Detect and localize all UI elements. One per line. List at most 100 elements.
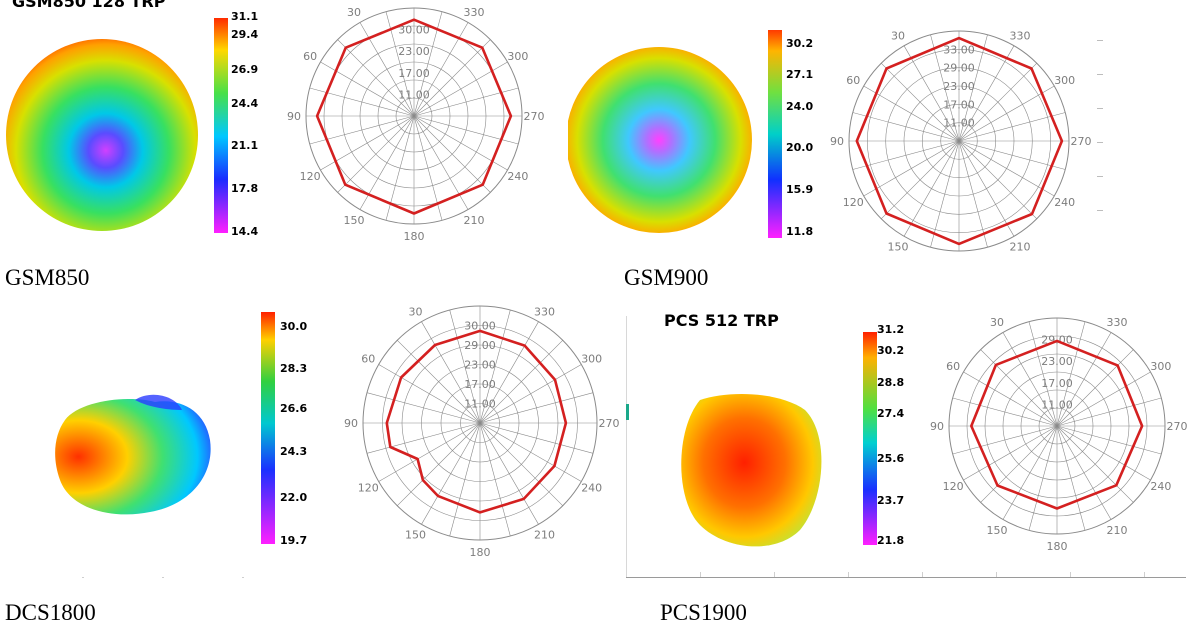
- polar-radial-label: 17.00: [943, 98, 975, 111]
- colorbar-tick: 11.8: [786, 225, 814, 238]
- polar-angle-label: 30: [347, 6, 361, 19]
- polar-angle-label: 60: [303, 50, 317, 63]
- polar-grid-spoke: [1056, 397, 1162, 427]
- polar-grid-spoke: [449, 422, 481, 537]
- polar-grid-spoke: [449, 309, 481, 424]
- polar-angle-label: 90: [287, 110, 301, 123]
- polar-grid-spoke: [479, 340, 563, 424]
- polar-angle-label: 240: [1054, 196, 1075, 209]
- polar-grid-spoke: [863, 85, 960, 142]
- polar-grid-spoke: [479, 422, 594, 454]
- polar-grid-spoke: [980, 349, 1058, 427]
- polar-grid-spoke: [958, 85, 1055, 142]
- polar-series-line: [315, 18, 513, 215]
- colorbar-pcs1900: [863, 332, 877, 545]
- polar-grid-spoke: [413, 115, 508, 171]
- polar-radial-label: 23.00: [464, 359, 496, 372]
- polar-angle-label: 120: [358, 482, 379, 495]
- heatmap-dcs1800: [55, 394, 211, 515]
- polar-angle-label: 60: [846, 74, 860, 87]
- colorbar-tick: 30.2: [877, 344, 905, 357]
- polar-angle-label: 150: [405, 529, 426, 542]
- colorbar-tick: 20.0: [786, 141, 814, 154]
- polar-grid-spoke: [320, 115, 415, 171]
- polar-grid-spoke: [958, 112, 1066, 142]
- polar-series-line: [385, 329, 568, 514]
- polar-grid-spoke: [903, 140, 960, 237]
- colorbar-tick: 31.1: [231, 10, 259, 23]
- polar-grid-spoke: [1002, 425, 1058, 520]
- caption-gsm850: GSM850: [5, 265, 90, 290]
- polar-radial-label: 17.00: [1041, 377, 1073, 390]
- polar-angle-label: 300: [581, 353, 602, 366]
- axis-tick: [1097, 210, 1103, 211]
- colorbar-gsm900: [768, 30, 782, 238]
- axis-tick: [1097, 142, 1103, 143]
- polar-grid-spoke: [958, 140, 1055, 197]
- polar-angle-label: 30: [990, 316, 1004, 329]
- polar-angle-label: 150: [987, 524, 1008, 537]
- polar-grid-spoke: [1056, 371, 1151, 427]
- polar-angle-label: 240: [581, 482, 602, 495]
- polar-angle-label: 150: [344, 214, 365, 227]
- polar-angle-label: 30: [891, 29, 905, 42]
- polar-angle-label: 60: [361, 353, 375, 366]
- colorbar-tick: 14.4: [231, 225, 259, 238]
- polar-angle-label: 120: [843, 196, 864, 209]
- polar-grid-spoke: [1056, 332, 1112, 427]
- axis-tick: [82, 577, 84, 578]
- polar-angle-label: 300: [507, 50, 528, 63]
- polar-angle-label: 120: [300, 170, 321, 183]
- polar-grid-spoke: [397, 340, 481, 424]
- polar-angle-label: 180: [1047, 540, 1068, 553]
- frame-left-edge: [626, 316, 627, 578]
- axis-tick: [1097, 108, 1103, 109]
- polar-grid-spoke: [479, 422, 511, 537]
- polar-angle-label: 270: [1167, 420, 1188, 433]
- pattern-disc: [6, 39, 198, 231]
- polar-angle-label: 210: [534, 529, 555, 542]
- polar-grid-spoke: [852, 140, 960, 170]
- polar-radial-label: 29.00: [943, 62, 975, 75]
- colorbar-tick: 28.8: [877, 376, 905, 389]
- polar-grid-spoke: [366, 422, 481, 454]
- polar-grid-spoke: [958, 140, 1066, 170]
- axis-tick: [848, 572, 849, 577]
- polar-angle-label: 180: [949, 257, 970, 258]
- polar-grid-spoke: [479, 422, 563, 506]
- polar-grid-spoke: [958, 45, 1015, 142]
- polar-grid-spoke: [378, 364, 481, 424]
- pattern-blob: [55, 399, 211, 515]
- polar-angle-label: 330: [534, 305, 555, 318]
- caption-gsm900: GSM900: [624, 265, 709, 290]
- pattern-blob: [681, 394, 822, 547]
- polar-grid-spoke: [958, 34, 988, 142]
- colorbar-tick: 27.1: [786, 68, 814, 81]
- colorbar-dcs1800: [261, 312, 275, 544]
- polar-grid-spoke: [1056, 321, 1086, 427]
- panel-title-gsm850: GSM850 128 TRP: [12, 0, 166, 11]
- colorbar-tick: 25.6: [877, 452, 905, 465]
- polar-angle-label: 300: [1054, 74, 1075, 87]
- polar-angle-label: 210: [1010, 241, 1031, 254]
- axis-tick: [922, 572, 923, 577]
- polar-grid-spoke: [958, 140, 1038, 220]
- polar-radial-label: 29.00: [464, 339, 496, 352]
- colorbar-tick: 31.2: [877, 323, 905, 336]
- polar-angle-label: 330: [1010, 29, 1031, 42]
- polar-plot-gsm850: 30 60 90 120 150 180 210 240 270 300 330 30.00 23.00…: [287, 6, 545, 243]
- polar-grid-spoke: [1056, 425, 1162, 455]
- caption-pcs1900: PCS1900: [660, 600, 747, 625]
- polar-plot-gsm900: 30 60 90 120 150 180 210 240 270 300 330 33.00 29.00…: [830, 29, 1092, 258]
- polar-angle-label: 300: [1150, 360, 1171, 373]
- colorbar-tick: 21.8: [877, 534, 905, 547]
- polar-grid-spoke: [980, 425, 1058, 503]
- polar-grid-spoke: [479, 321, 539, 424]
- colorbar-tick: 19.7: [280, 534, 308, 547]
- heatmap-gsm850: [6, 39, 198, 231]
- pattern-disc: [568, 47, 752, 233]
- polar-grid-spoke: [1056, 349, 1134, 427]
- polar-angle-label: 90: [930, 420, 944, 433]
- polar-radial-label: 17.00: [464, 378, 496, 391]
- polar-angle-label: 120: [943, 480, 964, 493]
